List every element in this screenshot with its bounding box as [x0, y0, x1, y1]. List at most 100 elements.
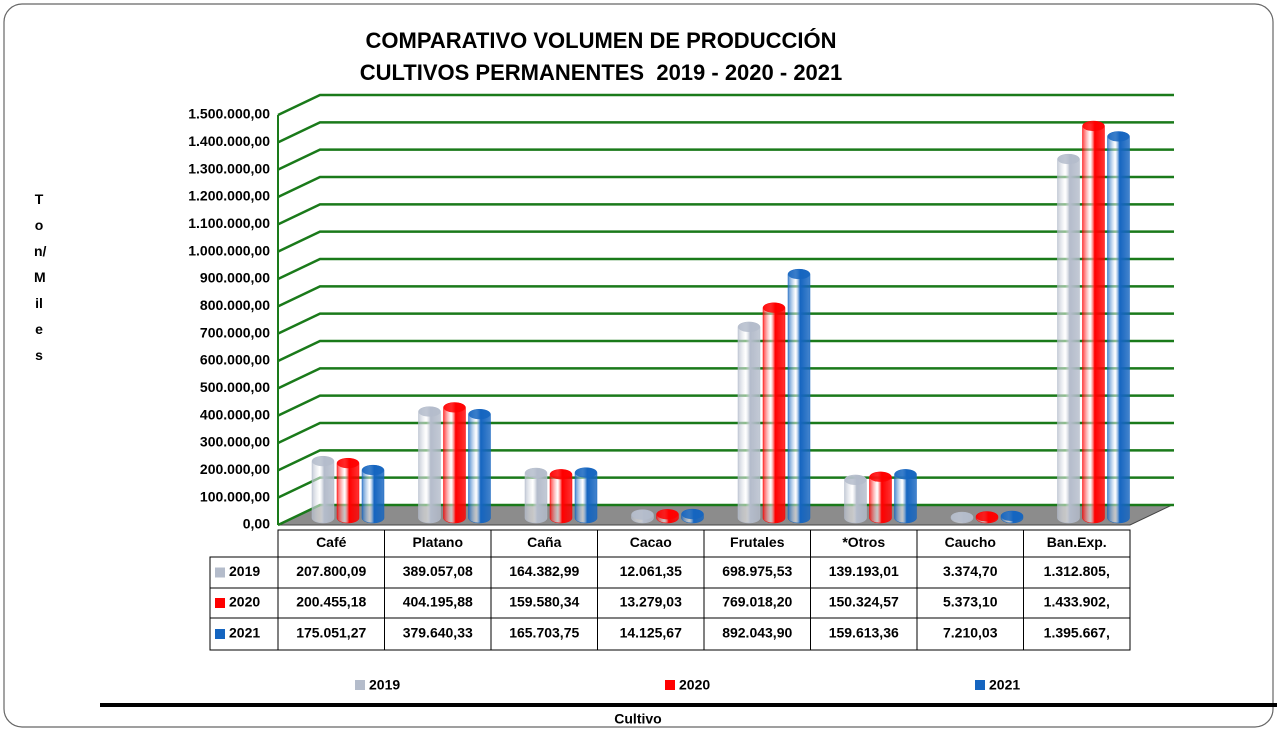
bar-top: [525, 468, 547, 479]
category-label: Cacao: [630, 534, 672, 550]
y-tick-label: 0,00: [243, 516, 270, 532]
bar-top: [844, 474, 867, 485]
grid-line: [277, 421, 1174, 445]
bar-top: [575, 467, 597, 478]
grid-line: [277, 121, 1174, 144]
legend-key: [215, 629, 225, 639]
bar-top: [763, 302, 785, 313]
y-tick-label: 600.000,00: [200, 352, 270, 368]
bar-top: [443, 402, 466, 413]
bar: [443, 402, 466, 524]
grid-line: [277, 175, 1174, 199]
bar: [418, 406, 441, 524]
y-tick-label: 900.000,00: [200, 270, 270, 286]
table-cell: 12.061,35: [620, 563, 682, 579]
grid-line: [277, 203, 1174, 226]
table-cell: 3.374,70: [943, 563, 998, 579]
bar-top: [681, 509, 704, 520]
table-cell: 1.312.805,: [1044, 563, 1110, 579]
bar-top: [894, 469, 917, 480]
table-cell: 164.382,99: [509, 563, 579, 579]
legend-key: [215, 567, 225, 578]
chart-subtitle: CULTIVOS PERMANENTES 2019 - 2020 - 2021: [360, 60, 843, 85]
y-tick-label: 200.000,00: [200, 461, 270, 477]
bar-top: [738, 321, 760, 332]
table-cell: 379.640,33: [403, 625, 473, 641]
grid-line: [277, 449, 1174, 472]
category-label: Caucho: [945, 534, 996, 550]
y-axis-label: Ton/Miles: [34, 191, 47, 363]
bar: [1057, 153, 1080, 524]
grid-line: [277, 257, 1174, 281]
category-label: Caña: [527, 534, 561, 550]
table-cell: 404.195,88: [403, 594, 473, 610]
bar-top: [550, 469, 572, 480]
grid-line: [277, 394, 1174, 417]
table-cell: 14.125,67: [620, 625, 682, 641]
table-cell: 7.210,03: [943, 625, 998, 641]
bar-top: [869, 471, 892, 482]
y-tick-label: 100.000,00: [200, 488, 270, 504]
table-cell: 5.373,10: [943, 594, 998, 610]
bar-top: [631, 509, 654, 520]
bar-top: [362, 465, 384, 476]
table-cell: 1.433.902,: [1044, 594, 1110, 610]
table-cell: 698.975,53: [722, 563, 792, 579]
y-tick-label: 500.000,00: [200, 379, 270, 395]
category-label: Ban.Exp.: [1047, 534, 1107, 550]
bar: [1082, 120, 1105, 524]
row-label: 2021: [229, 625, 260, 641]
bar-top: [312, 456, 334, 467]
category-label: Frutales: [730, 534, 785, 550]
legend-label: 2019: [369, 677, 400, 693]
legend-key: [665, 680, 675, 690]
bar-top: [1001, 511, 1023, 522]
table-cell: 165.703,75: [509, 625, 579, 641]
y-tick-label: 800.000,00: [200, 297, 270, 313]
bar-top: [976, 511, 998, 522]
y-tick-label: 1.000.000,00: [188, 242, 270, 258]
table-cell: 769.018,20: [722, 594, 792, 610]
table-cell: 139.193,01: [829, 563, 899, 579]
bar-top: [468, 409, 491, 420]
row-label: 2020: [229, 594, 260, 610]
y-tick-label: 1.300.000,00: [188, 160, 270, 176]
grid-line: [277, 339, 1174, 363]
grid-line: [277, 93, 1174, 117]
bar-top: [418, 406, 441, 417]
table-cell: 175.051,27: [296, 625, 366, 641]
table-cell: 150.324,57: [829, 594, 899, 610]
table-cell: 13.279,03: [620, 594, 682, 610]
bar-top: [788, 269, 810, 280]
y-tick-label: 1.500.000,00: [188, 106, 270, 122]
grid-line: [277, 476, 1174, 499]
legend-key: [975, 680, 985, 690]
category-label: Café: [316, 534, 347, 550]
frame: [3, 3, 1274, 728]
bar-top: [1107, 131, 1130, 142]
table-cell: 159.613,36: [829, 625, 899, 641]
grid-line: [277, 230, 1174, 253]
y-tick-label: 1.100.000,00: [188, 215, 270, 231]
legend-key: [215, 598, 225, 608]
grid-line: [277, 148, 1174, 171]
y-tick-label: 400.000,00: [200, 406, 270, 422]
bar: [737, 321, 761, 524]
bar-top: [656, 509, 679, 520]
bar: [787, 268, 811, 524]
table-cell: 1.395.667,: [1044, 625, 1110, 641]
category-label: Platano: [412, 534, 463, 550]
bar: [762, 302, 786, 524]
bar-top: [1057, 154, 1080, 165]
grid-line: [277, 367, 1174, 390]
bar-top: [337, 458, 359, 469]
legend-label: 2021: [989, 677, 1020, 693]
bar-top: [1082, 121, 1105, 132]
legend-label: 2020: [679, 677, 710, 693]
y-tick-label: 300.000,00: [200, 434, 270, 450]
floor: [277, 504, 1173, 526]
table-cell: 159.580,34: [509, 594, 579, 610]
bar: [468, 409, 491, 524]
